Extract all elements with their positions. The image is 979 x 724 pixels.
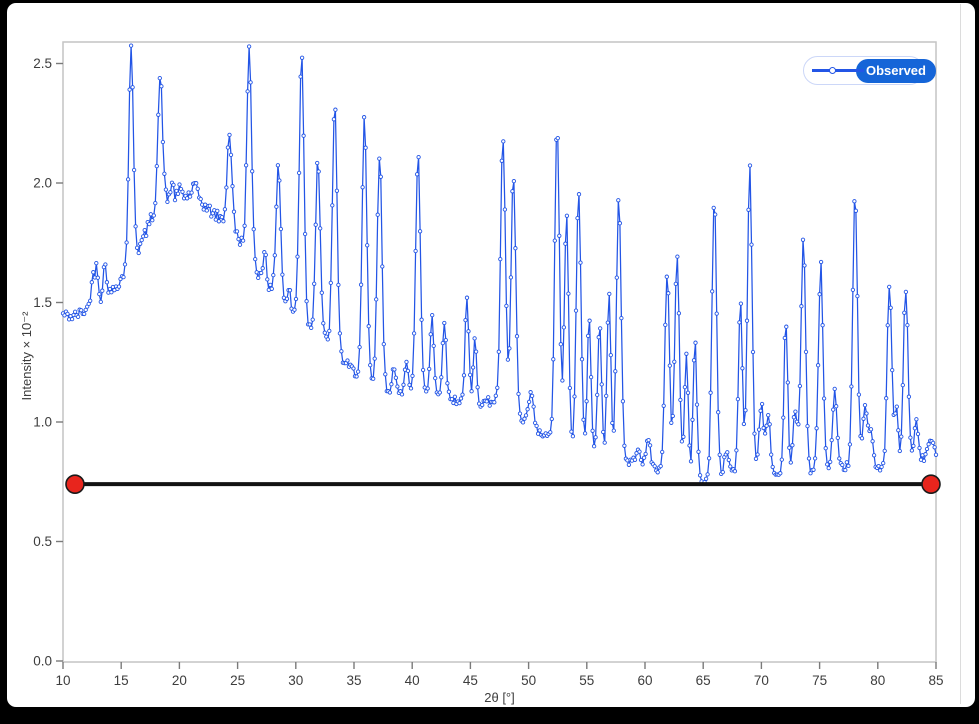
x-tick-label: 55 [579,673,594,688]
y-tick-label: 2.0 [33,176,52,191]
legend-marker-icon [829,66,836,74]
x-tick-label: 65 [696,673,711,688]
y-tick-label: 1.5 [33,295,52,310]
y-tick-label: 0.0 [33,654,52,669]
x-tick-label: 75 [812,673,827,688]
x-tick-label: 45 [463,673,478,688]
y-axis: 0.0 0.5 1.0 1.5 2.0 2.5 [33,56,63,669]
observed-markers [60,43,939,487]
background-handle-right[interactable] [921,474,941,494]
plot-frame [62,41,937,663]
x-tick-label: 80 [870,673,885,688]
y-axis-title: Intensity × 10⁻² [19,311,34,401]
x-axis: 10 15 20 25 30 35 40 45 50 55 60 65 70 75 80 85 [55,662,944,688]
y-tick-label: 2.5 [33,56,52,71]
x-tick-label: 20 [172,673,187,688]
x-tick-label: 30 [288,673,303,688]
legend-item-observed[interactable]: Observed [804,58,936,83]
x-tick-label: 10 [55,673,70,688]
x-axis-title: 2θ [°] [484,690,515,705]
x-tick-label: 25 [230,673,245,688]
legend-label-pill: Observed [856,58,936,83]
x-tick-label: 35 [346,673,361,688]
y-tick-label: 0.5 [33,534,52,549]
legend-line-icon [812,66,864,74]
x-tick-label: 85 [928,673,943,688]
y-tick-label: 1.0 [33,415,52,430]
chart-card [7,3,975,707]
legend: Observed [803,56,936,85]
chart-container-right-edge [960,4,961,704]
x-tick-label: 15 [114,673,129,688]
x-tick-label: 40 [405,673,420,688]
x-tick-label: 50 [521,673,536,688]
x-tick-label: 70 [754,673,769,688]
background-handle-left[interactable] [65,474,85,494]
x-tick-label: 60 [637,673,652,688]
